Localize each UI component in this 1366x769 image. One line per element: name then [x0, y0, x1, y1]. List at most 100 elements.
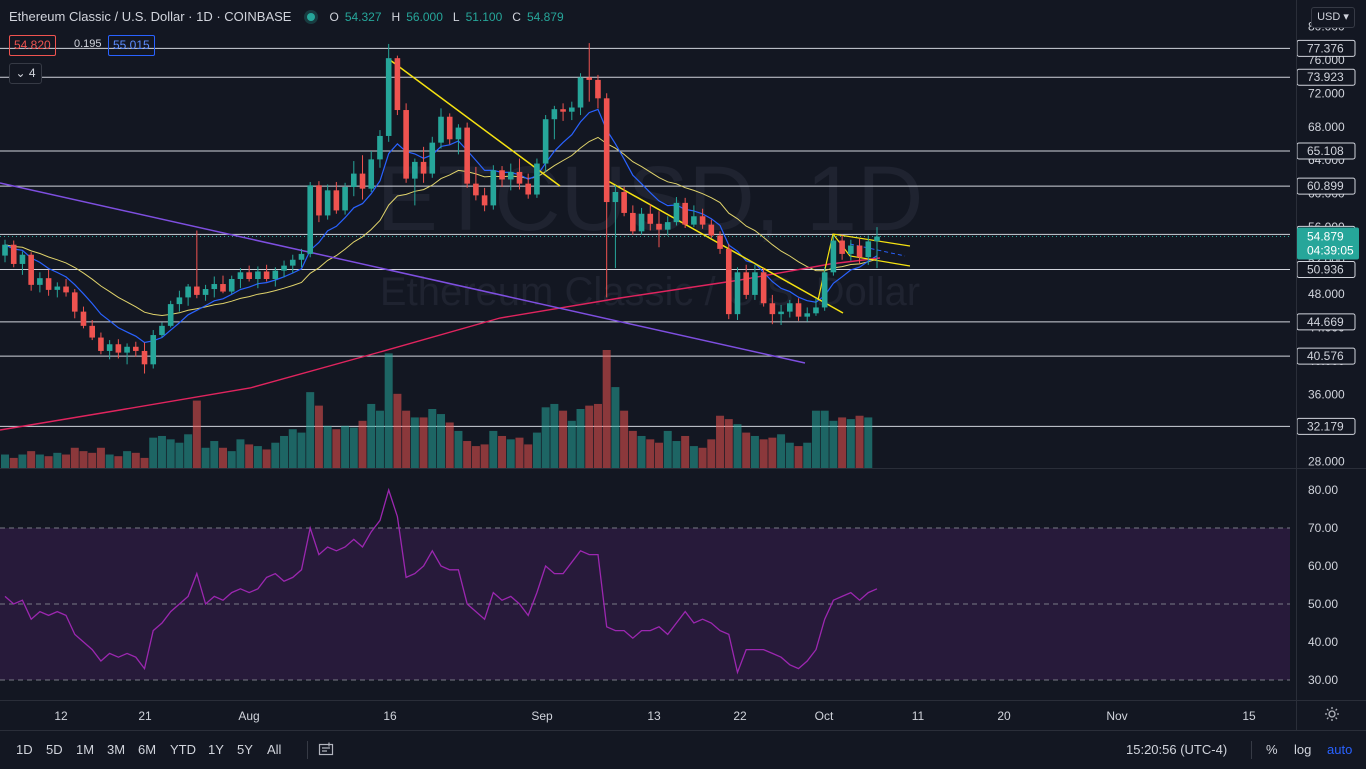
volume-bar [567, 420, 576, 468]
time-tick-label: 13 [647, 709, 661, 723]
candle-body [71, 292, 78, 312]
volume-bar [785, 442, 794, 468]
indicator-count: 4 [28, 66, 36, 80]
range-6m-button[interactable]: 6M [138, 742, 157, 757]
candle-body [385, 58, 392, 136]
gear-icon[interactable] [1324, 706, 1340, 722]
volume-bar [358, 420, 367, 468]
candle-body [202, 289, 209, 295]
candle-body [464, 127, 470, 184]
chevron-down-icon: ⌄ [15, 66, 26, 80]
time-tick-label: 22 [733, 709, 747, 723]
volume-bar [245, 444, 254, 468]
candle-body [106, 344, 113, 351]
candle-body [185, 286, 191, 298]
volume-bar [628, 430, 637, 468]
volume-bar [332, 429, 341, 468]
candle-body [359, 173, 366, 189]
time-tick-label: Nov [1106, 709, 1127, 723]
clock-timezone[interactable]: 15:20:56 (UTC-4) [1126, 742, 1228, 757]
volume-bar [846, 419, 855, 468]
level-label: 65.108 [1307, 144, 1344, 158]
volume-bar [184, 434, 193, 468]
volume-bar [297, 432, 306, 468]
level-label: 40.576 [1307, 349, 1344, 363]
current-price-label: 54.879 [1307, 230, 1344, 244]
candle-body [281, 265, 287, 271]
close-label: C [512, 9, 521, 24]
yellow-trendline-2 [607, 180, 844, 314]
range-all-button[interactable]: All [267, 742, 282, 757]
volume-bar [323, 425, 332, 468]
volume-bar [463, 441, 472, 468]
candle-body [787, 303, 793, 312]
yellow-trendline-1 [389, 59, 561, 187]
buy-button[interactable]: 55.015 [108, 35, 155, 56]
candle-body [63, 286, 69, 293]
candle-body [638, 213, 645, 232]
range-ytd-button[interactable]: YTD [170, 742, 196, 757]
indicators-toggle-button[interactable]: ⌄ 4 [9, 63, 42, 84]
candle-body [586, 77, 593, 80]
auto-toggle[interactable]: auto [1327, 742, 1353, 757]
candle-body [542, 119, 549, 164]
level-label: 50.936 [1307, 263, 1344, 277]
ema-slow-line [4, 136, 878, 317]
volume-bar [655, 442, 663, 468]
volume-bar [506, 439, 515, 468]
compare-icon[interactable] [318, 741, 334, 757]
candle-body [612, 192, 619, 203]
time-tick-label: 11 [912, 709, 925, 723]
volume-bars [1, 350, 873, 468]
candle-body [211, 284, 218, 290]
trendlines [0, 59, 911, 364]
volume-bar [253, 446, 262, 468]
range-1y-button[interactable]: 1Y [208, 742, 224, 757]
range-5y-button[interactable]: 5Y [237, 742, 253, 757]
level-label: 32.179 [1307, 419, 1344, 433]
level-label: 77.376 [1307, 41, 1344, 55]
volume-bar [489, 430, 498, 468]
candle-body [560, 109, 566, 112]
chart-legend: Ethereum Classic / U.S. Dollar · 1D · CO… [9, 9, 568, 24]
volume-bar [114, 456, 123, 468]
volume-bar [620, 410, 629, 468]
range-3m-button[interactable]: 3M [107, 742, 126, 757]
volume-bar [306, 392, 315, 468]
candle-body [795, 303, 802, 317]
time-tick-label: 12 [54, 709, 68, 723]
log-toggle[interactable]: log [1294, 742, 1312, 757]
candle-body [743, 272, 749, 295]
volume-bar [855, 415, 864, 468]
candle-body [272, 270, 279, 280]
volume-bar [428, 409, 437, 468]
candle-body [10, 244, 17, 264]
candle-body [351, 173, 357, 187]
currency-label: USD [1317, 11, 1341, 23]
rsi-pane [0, 487, 1290, 681]
toolbar-divider-2 [1251, 741, 1252, 759]
symbol-title[interactable]: Ethereum Classic / U.S. Dollar · 1D · CO… [9, 9, 292, 24]
volume-bar [471, 446, 480, 468]
range-1d-button[interactable]: 1D [16, 742, 33, 757]
sell-button[interactable]: 54.820 [9, 35, 56, 56]
range-5d-button[interactable]: 5D [46, 742, 63, 757]
volume-bar [838, 417, 847, 468]
currency-select[interactable]: USD ▾ [1311, 7, 1355, 28]
range-1m-button[interactable]: 1M [76, 742, 95, 757]
volume-bar [750, 435, 759, 468]
volume-bar [541, 407, 550, 468]
volume-bar [437, 414, 445, 468]
volume-bar [419, 417, 428, 468]
volume-bar [27, 451, 36, 468]
candle-body [603, 98, 610, 203]
percent-toggle[interactable]: % [1266, 742, 1278, 757]
volume-bar [140, 457, 149, 468]
volume-bar [593, 403, 602, 468]
candle-body [630, 212, 636, 232]
time-tick-label: Sep [531, 709, 553, 723]
volume-bar [384, 353, 393, 468]
volume-bar [123, 451, 132, 468]
volume-bar [288, 429, 297, 468]
